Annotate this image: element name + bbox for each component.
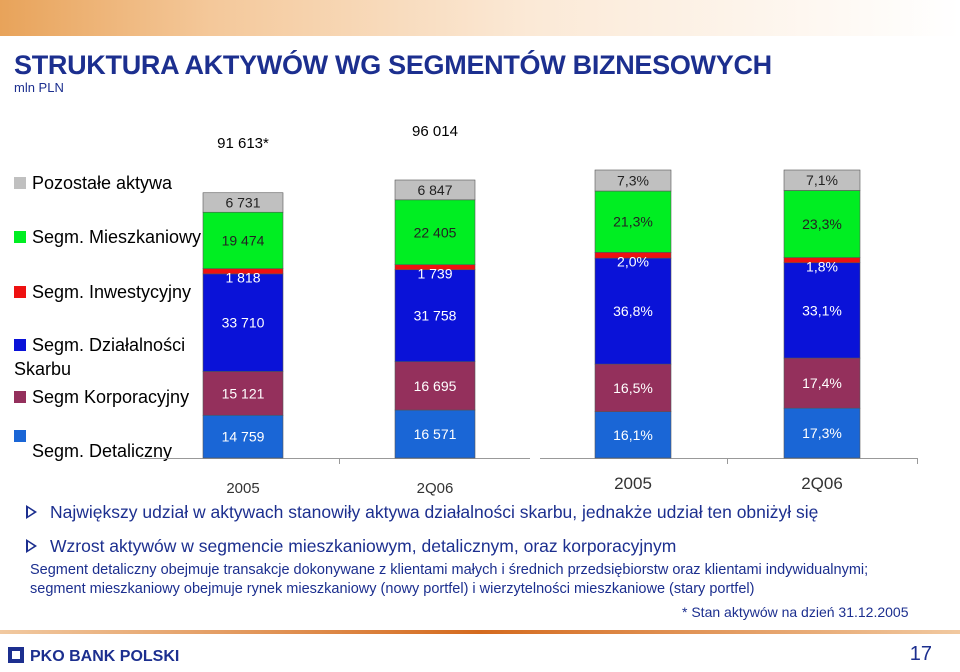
bar-segment — [783, 357, 861, 409]
bar-segment — [394, 199, 476, 265]
arrow-bullet-icon — [26, 505, 37, 519]
bar-segment — [394, 361, 476, 411]
data-label: 1,8% — [806, 259, 838, 275]
bar-segment — [202, 211, 284, 269]
bar-segment — [394, 179, 476, 201]
bar-segment — [783, 262, 861, 359]
legend-swatch — [14, 339, 26, 351]
legend-swatch — [14, 430, 26, 442]
data-label: 14 759 — [222, 429, 265, 445]
legend-label: Skarbu — [14, 359, 72, 379]
legend-label: Pozostałe aktywa — [32, 173, 173, 193]
bank-logo-icon — [8, 647, 24, 663]
brand-name: PKO BANK POLSKI — [30, 648, 180, 665]
bar-segment — [202, 192, 284, 213]
data-label: 36,8% — [613, 303, 653, 319]
x-tick-label: 2005 — [226, 480, 259, 497]
x-tick-label: 2Q06 — [801, 474, 843, 493]
bar-segment — [202, 371, 284, 416]
bar-segment — [783, 169, 861, 191]
data-label: 17,3% — [802, 425, 842, 441]
legend-swatch — [14, 177, 26, 189]
bar-segment — [394, 409, 476, 459]
data-label: 6 731 — [225, 194, 260, 210]
total-label: 91 613* — [217, 135, 269, 152]
bar-segment — [594, 257, 672, 365]
legend-swatch — [14, 286, 26, 298]
legend-item-treasury-line2: Skarbu — [14, 358, 71, 380]
data-label: 16,1% — [613, 427, 653, 443]
legend-label: Segm. Detaliczny — [32, 441, 173, 461]
bullet-text: Największy udział w aktywach stanowiły a… — [50, 502, 819, 522]
bar-segment — [202, 273, 284, 372]
data-label: 2,0% — [617, 253, 649, 269]
data-label: 7,3% — [617, 173, 649, 189]
data-label: 7,1% — [806, 172, 838, 188]
bar-segment — [594, 363, 672, 412]
data-label: 16,5% — [613, 380, 653, 396]
legend-label: Segm. Działalności — [32, 335, 186, 355]
bullet-text: Wzrost aktywów w segmencie mieszkaniowym… — [50, 536, 677, 556]
data-label: 33 710 — [222, 315, 265, 331]
data-label: 33,1% — [802, 302, 842, 318]
total-label: 96 014 — [412, 123, 458, 140]
bar-segment — [783, 190, 861, 258]
arrow-bullet-icon — [26, 539, 37, 553]
legend-label: Segm. Inwestycyjny — [32, 282, 192, 302]
page-title: STRUKTURA AKTYWÓW WG SEGMENTÓW BIZNESOWY… — [14, 50, 772, 80]
data-label: 31 758 — [414, 308, 457, 324]
data-label: 22 405 — [414, 224, 457, 240]
data-label: 1 818 — [225, 270, 260, 286]
bar-segment — [394, 269, 476, 362]
header-band — [0, 0, 960, 36]
data-label: 21,3% — [613, 214, 653, 230]
data-label: 19 474 — [222, 232, 265, 248]
note-line-2: segment mieszkaniowy obejmuje rynek mies… — [30, 581, 755, 597]
legend-swatch — [14, 231, 26, 243]
stacked-bar-charts: 14 759 15 121 33 710 1 818 19 474 6 731 2005 91… — [140, 123, 918, 497]
unit-label: mln PLN — [14, 80, 64, 95]
data-label: 15 121 — [222, 385, 265, 401]
bar-segment — [783, 407, 861, 459]
bar-segment — [594, 411, 672, 459]
bar-segment — [594, 190, 672, 253]
page-number: 17 — [909, 643, 932, 665]
x-tick-label: 2Q06 — [417, 480, 454, 497]
data-label: 1 739 — [417, 266, 452, 282]
legend-swatch — [14, 391, 26, 403]
data-label: 6 847 — [417, 182, 452, 198]
data-label: 16 571 — [414, 426, 457, 442]
data-label: 16 695 — [414, 378, 457, 394]
footer-divider — [0, 630, 960, 634]
legend-label: Segm. Mieszkaniowy — [32, 227, 202, 247]
footnote: * Stan aktywów na dzień 31.12.2005 — [682, 604, 909, 620]
legend-label: Segm Korporacyjny — [32, 387, 190, 407]
brand-logo: PKO BANK POLSKI — [8, 647, 179, 666]
data-label: 17,4% — [802, 375, 842, 391]
bar-segment — [202, 414, 284, 459]
data-label: 23,3% — [802, 216, 842, 232]
note-line-1: Segment detaliczny obejmuje transakcje d… — [30, 562, 869, 578]
x-tick-label: 2005 — [614, 474, 652, 493]
bar-segment — [594, 169, 672, 192]
